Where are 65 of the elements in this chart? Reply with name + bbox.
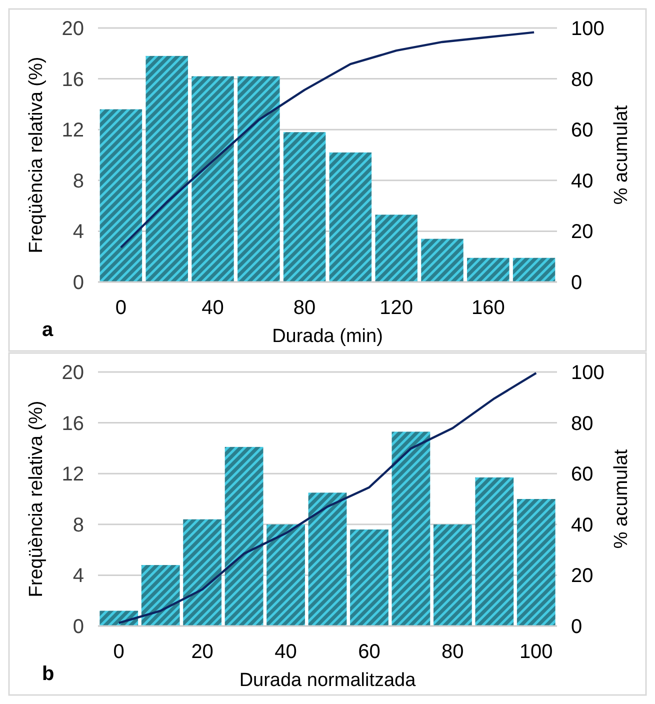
y2-tick-label: 0 bbox=[571, 272, 582, 294]
text: a bbox=[42, 319, 54, 341]
y2-axis-title: % acumulat bbox=[611, 104, 632, 205]
y2-tick-label: 40 bbox=[571, 170, 594, 192]
y2-tick-label: 60 bbox=[571, 464, 594, 486]
x-tick-label: 120 bbox=[380, 297, 414, 319]
y2-tick-label: 60 bbox=[571, 120, 594, 142]
x-tick-label: 20 bbox=[191, 641, 214, 663]
bar bbox=[146, 56, 188, 282]
y2-tick-label: 100 bbox=[571, 18, 604, 40]
bar bbox=[512, 258, 556, 282]
x-tick-label: 60 bbox=[358, 641, 380, 663]
bar bbox=[421, 238, 464, 282]
bar bbox=[308, 492, 347, 626]
y-tick-label: 8 bbox=[72, 514, 84, 536]
line-series bbox=[120, 31, 536, 249]
bar bbox=[100, 109, 142, 282]
bar bbox=[192, 76, 234, 282]
x-axis-title: Durada normalitzada bbox=[239, 670, 416, 691]
y-tick-label: 16 bbox=[62, 412, 84, 435]
x-tick-label: 0 bbox=[115, 297, 127, 319]
bar bbox=[392, 432, 430, 626]
bar bbox=[433, 524, 472, 626]
bar bbox=[141, 565, 180, 626]
bar bbox=[283, 132, 326, 282]
y2-tick-label: 80 bbox=[571, 412, 594, 435]
y-tick-label: 20 bbox=[62, 362, 84, 384]
y2-tick-label: 80 bbox=[571, 68, 594, 91]
y-tick-label: 16 bbox=[62, 68, 84, 91]
bar bbox=[467, 258, 510, 282]
x-tick-label: 80 bbox=[293, 297, 316, 319]
bar bbox=[224, 446, 264, 626]
bar bbox=[375, 214, 418, 282]
bar bbox=[266, 524, 305, 626]
bar bbox=[329, 152, 372, 282]
y2-axis-title: % acumulat bbox=[611, 448, 632, 549]
x-tick-label: 80 bbox=[442, 641, 464, 663]
y2-tick-label: 20 bbox=[571, 565, 594, 588]
bar bbox=[516, 499, 556, 626]
line-series bbox=[118, 372, 538, 624]
y2-tick-label: 20 bbox=[571, 221, 594, 244]
y-axis-title: Freqüència relativa (%) bbox=[26, 56, 47, 254]
y-tick-label: 20 bbox=[62, 18, 84, 40]
x-tick-label: 100 bbox=[519, 641, 553, 663]
y-axis-title: Freqüència relativa (%) bbox=[26, 400, 47, 598]
y-tick-label: 4 bbox=[72, 221, 84, 244]
y-tick-label: 0 bbox=[72, 616, 84, 638]
y-tick-label: 12 bbox=[62, 120, 84, 142]
y-tick-label: 0 bbox=[72, 272, 84, 294]
y2-tick-label: 100 bbox=[571, 362, 604, 384]
x-axis-title: Durada (min) bbox=[272, 326, 383, 347]
y-tick-label: 4 bbox=[72, 565, 84, 588]
y-tick-label: 8 bbox=[72, 170, 84, 192]
text: b bbox=[42, 663, 54, 685]
y2-tick-label: 0 bbox=[571, 616, 582, 638]
bar bbox=[183, 519, 222, 626]
x-tick-label: 40 bbox=[202, 297, 224, 319]
x-tick-label: 40 bbox=[274, 641, 297, 663]
bar bbox=[475, 477, 514, 626]
y-tick-label: 12 bbox=[62, 464, 84, 486]
x-tick-label: 0 bbox=[113, 641, 124, 663]
bar bbox=[238, 76, 280, 282]
bar bbox=[350, 529, 388, 626]
y2-tick-label: 40 bbox=[571, 514, 594, 536]
x-tick-label: 160 bbox=[471, 297, 505, 319]
